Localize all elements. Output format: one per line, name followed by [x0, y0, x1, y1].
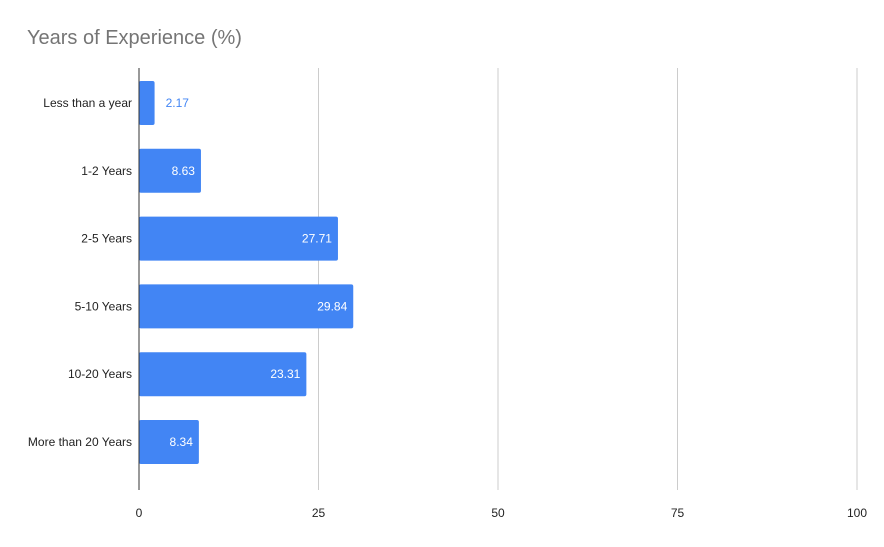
data-label: 2.17	[166, 96, 190, 110]
category-label: 10-20 Years	[68, 367, 132, 381]
bars	[139, 81, 354, 464]
x-tick-label: 0	[136, 506, 143, 520]
bar	[139, 352, 307, 397]
data-label: 8.34	[170, 435, 194, 449]
x-tick-label: 50	[491, 506, 505, 520]
chart-title: Years of Experience (%)	[27, 27, 242, 49]
x-tick-label: 75	[671, 506, 685, 520]
category-label: 1-2 Years	[81, 164, 132, 178]
x-tick-label: 25	[312, 506, 326, 520]
data-label: 27.71	[302, 232, 332, 246]
bar	[139, 420, 199, 464]
bar	[139, 148, 201, 193]
data-label: 8.63	[172, 164, 196, 178]
category-label: 2-5 Years	[81, 232, 132, 246]
bar	[139, 216, 338, 261]
category-label: 5-10 Years	[75, 299, 132, 313]
data-label: 23.31	[270, 367, 300, 381]
bar	[139, 81, 155, 125]
labels: 0 25 50 75 100 Less than a year 2.17 1-2 Years 8…	[28, 96, 867, 520]
category-label: Less than a year	[43, 96, 132, 110]
x-tick-label: 100	[847, 506, 867, 520]
data-label: 29.84	[317, 299, 347, 313]
bar	[139, 284, 354, 329]
category-label: More than 20 Years	[28, 435, 132, 449]
gridlines	[318, 68, 858, 490]
